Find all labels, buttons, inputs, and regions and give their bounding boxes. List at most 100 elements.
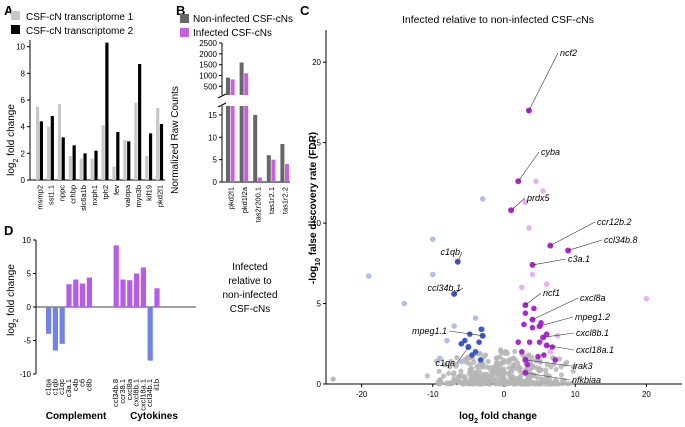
c-point-grey (558, 372, 565, 378)
c-point-grey (531, 372, 537, 378)
panel-d-side-label-1: Infected (232, 262, 268, 273)
a-bar-transcriptome-2 (148, 133, 153, 180)
c-point-grey (478, 380, 484, 386)
c-point-light-blue (451, 323, 457, 329)
c-point-grey (509, 366, 515, 372)
c-point-grey (502, 350, 508, 357)
d-x-tick-label: ccr38.1 (118, 379, 127, 404)
a-bar-transcriptome-2 (138, 64, 142, 180)
b-bar-lower (230, 106, 235, 182)
c-point-light-purple (533, 178, 539, 185)
c-point-grey (447, 364, 453, 370)
a-bar-transcriptome-2 (39, 121, 43, 180)
c-point-light-purple (526, 225, 532, 231)
legend-a-swatch-2 (11, 25, 20, 34)
c-point-grey (330, 376, 336, 382)
b-bar-upper (244, 73, 249, 95)
a-y-tick-label: 4 (21, 123, 26, 132)
panel-d-ylabel-rest: fold change (6, 264, 17, 319)
d-x-tick-label: cxcl18a.1 (138, 379, 147, 411)
c-point-blue (477, 357, 484, 363)
c-point-grey (436, 368, 442, 374)
b-axis-break-1 (217, 93, 227, 99)
c-label-leader (532, 297, 579, 320)
b-y-tick-label-upper: 2000 (199, 50, 217, 59)
d-y-tick-label: 10 (22, 236, 31, 245)
a-y-tick-label: 8 (21, 69, 26, 78)
c-point-grey (512, 348, 518, 355)
c-point-blue (462, 337, 468, 344)
c-point-grey (517, 368, 523, 374)
b-x-tick-label: pkd2l1 (226, 187, 235, 209)
a-bar-transcriptome-1 (156, 108, 160, 180)
c-point-grey (424, 373, 431, 379)
a-bar-transcriptome-2 (159, 124, 164, 180)
c-label-leader (448, 330, 483, 337)
c-label-leader (525, 292, 542, 306)
c-point-grey (482, 374, 489, 380)
c-point-grey (464, 379, 470, 386)
c-point-purple (552, 357, 559, 363)
a-x-tick-label: nppc (57, 185, 66, 202)
c-y-tick-label: 15 (312, 139, 321, 148)
c-point-grey (442, 362, 448, 368)
a-x-tick-label: crhbp (68, 185, 77, 204)
c-point-light-purple (519, 284, 525, 291)
c-point-blue (458, 340, 465, 347)
c-gene-label: ccr12b.2 (597, 217, 632, 227)
b-bar-lower (239, 106, 244, 182)
d-x-tick-label: c8b (84, 379, 93, 391)
d-bar (86, 277, 92, 307)
c-gene-label: cxcl18a.1 (576, 345, 614, 355)
d-x-tick-label: cxcl8a (125, 378, 134, 400)
panel-d-ylabel-sub: 2 (13, 319, 20, 323)
c-point-grey (538, 367, 544, 373)
panel-d-ylabel-log: log (6, 323, 17, 336)
c-point-light-blue (430, 271, 436, 278)
panel-c-plot: -20 -10 0 10 20 0 5 10 15 20 ncf2 cyba prdx5 ccr12b.2… (312, 30, 682, 399)
c-point-grey (542, 381, 548, 387)
d-x-tick-label: c1qb (50, 379, 59, 395)
d-x-tick-label: ccl34b.1 (145, 379, 154, 407)
c-point-grey (435, 379, 441, 385)
d-bar (127, 280, 133, 307)
panel-c-xlabel-rest: fold change (478, 411, 537, 422)
b-x-tick-label: tas1r2.1 (267, 187, 276, 214)
panel-c-xlabel-sub: 2 (474, 418, 478, 425)
c-point-purple (535, 353, 541, 360)
panel-c-ylabel-log: -log (308, 266, 319, 284)
b-bar (285, 164, 289, 182)
a-y-tick-label: 10 (16, 43, 25, 52)
panel-a-ylabel-rest: fold change (6, 104, 17, 159)
b-bar (280, 144, 285, 182)
panel-d-group-complement: Complement (46, 411, 107, 422)
panel-c-letter: C (300, 3, 310, 18)
b-x-tick-label: tas1r2.2 (281, 187, 290, 214)
a-bar-transcriptome-1 (90, 158, 94, 180)
c-point-light-blue (401, 300, 408, 307)
c-point-blue (478, 326, 485, 333)
c-x-tick-label: -10 (427, 390, 439, 399)
c-point-purple (524, 361, 531, 368)
a-bar-transcriptome-1 (145, 156, 149, 180)
b-y-tick-label-lower: 5 (213, 156, 218, 165)
c-gene-label: nfkbiaa (572, 375, 601, 385)
panel-d-group-cytokines: Cytokines (130, 411, 178, 422)
c-point-grey (502, 380, 509, 386)
c-label-leader (543, 332, 575, 338)
d-x-tick-label: c3a.1 (64, 379, 73, 397)
c-point-purple (515, 339, 522, 345)
a-y-tick-label: 0 (21, 176, 26, 185)
c-point-light-purple (543, 281, 550, 288)
a-x-tick-label: slc6a1b (79, 185, 88, 211)
c-point-grey (451, 370, 457, 376)
b-bar-lower (226, 106, 230, 182)
c-point-blue (472, 349, 479, 355)
b-y-tick-label-upper: 500 (204, 82, 218, 91)
c-point-purple (536, 339, 543, 345)
c-point-grey (495, 367, 501, 373)
d-y-tick-label: 5 (27, 270, 32, 279)
a-bar-transcriptome-1 (46, 126, 51, 180)
c-label-leader (456, 346, 469, 364)
b-bar (271, 159, 276, 182)
